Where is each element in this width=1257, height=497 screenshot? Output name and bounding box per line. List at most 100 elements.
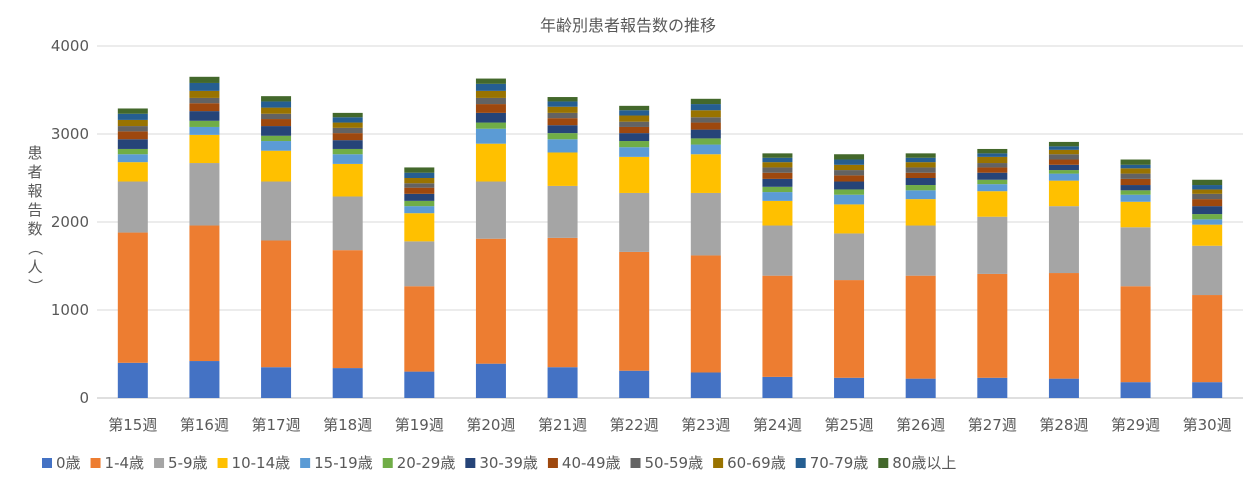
legend-swatch [630,458,641,468]
y-axis-label: 患者報告数 （ 人 ） [26,144,44,294]
bar-segment [332,148,363,155]
bar-segment [189,126,220,135]
bar-segment [1120,159,1151,165]
bar-segment [117,108,148,114]
legend-label: 15-19歳 [314,454,373,472]
bar-segment [905,157,936,163]
bar-segment [547,152,578,186]
bar-segment [977,163,1008,168]
legend-label: 10-14歳 [232,454,291,472]
bar-segment [404,167,435,173]
bar-segment [977,172,1008,180]
bar-segment [905,178,936,186]
bar-segment [189,90,220,98]
legend-item: 20-29歳 [382,454,456,472]
bar-segment [332,117,363,123]
bar-segment [690,122,721,130]
bar-segment [762,178,793,187]
bar-segment [977,148,1008,154]
bar-stack [762,153,793,398]
bar-segment [332,140,363,149]
legend-item: 0歳 [42,454,81,472]
legend-label: 30-39歳 [479,454,538,472]
bar-segment [1120,168,1151,174]
bar-segment [690,117,721,123]
bar-stack [117,108,148,398]
bar-segment [834,377,865,398]
legend-item: 30-39歳 [465,454,538,472]
bar-segment [619,192,650,252]
bar-segment [1192,199,1223,207]
bar-segment [619,156,650,193]
bar-segment [261,367,292,398]
bar-segment [1192,179,1223,186]
bar-segment [332,196,363,251]
y-label-char: 告 [27,201,42,219]
bar-stack [404,167,435,398]
bar-segment [762,167,793,173]
bar-segment [332,368,363,398]
y-axis-ticks: 0 1000 2000 3000 4000 [51,37,89,407]
bar-segment [690,192,721,256]
bar-segment [619,105,650,111]
bar-segment [905,225,936,276]
bar-segment [1192,193,1223,200]
bar-segment [547,125,578,134]
y-label-char: 者 [27,163,42,181]
bar-segment [690,129,721,139]
bar-segment [619,110,650,116]
x-tick-label: 第22週 [610,416,659,434]
bar-segment [834,164,865,171]
bar-segment [905,378,936,398]
bar-segment [261,141,292,151]
bar-segment [475,363,506,398]
bar-segment [547,118,578,126]
bar-segment [332,154,363,164]
bar-segment [1192,382,1223,398]
bar-segment [619,121,650,127]
bar-segment [547,185,578,238]
bar-segment [762,275,793,377]
bar-segment [1048,154,1079,160]
bar-segment [404,241,435,287]
bar-segment [1192,189,1223,194]
bar-segment [834,233,865,281]
bar-segment [977,377,1008,398]
bar-segment [404,193,435,201]
y-label-char: 数 [27,220,42,238]
bar-segment [332,112,363,118]
bar-segment [1120,382,1151,398]
bar-segment [189,361,220,398]
bar-stack [189,76,220,398]
bar-segment [547,97,578,102]
y-label-char: 患 [27,144,42,162]
bar-stack [834,154,865,398]
bar-segment [762,172,793,179]
bar-segment [547,133,578,140]
legend-label: 0歳 [56,454,81,472]
bar-segment [1192,295,1223,383]
y-label-char: 報 [27,182,42,200]
bar-segment [762,376,793,398]
bar-stack [690,98,721,398]
x-tick-label: 第30週 [1183,416,1232,434]
x-tick-label: 第17週 [252,416,301,434]
y-tick-label: 0 [79,389,89,407]
bar-segment [834,181,865,190]
bar-segment [1048,170,1079,174]
bar-segment [117,119,148,127]
bar-segment [261,126,292,136]
bar-segment [1120,194,1151,202]
legend-label: 20-29歳 [397,454,456,472]
legend-label: 50-59歳 [645,454,704,472]
bar-segment [547,237,578,368]
legend-item: 15-19歳 [300,454,373,472]
bar-segment [189,225,220,362]
bar-segment [404,172,435,178]
bar-segment [1048,146,1079,150]
legend-swatch [878,458,889,468]
bar-segment [404,200,435,207]
bar-segment [619,251,650,371]
bar-segment [977,167,1008,173]
x-tick-label: 第19週 [395,416,444,434]
